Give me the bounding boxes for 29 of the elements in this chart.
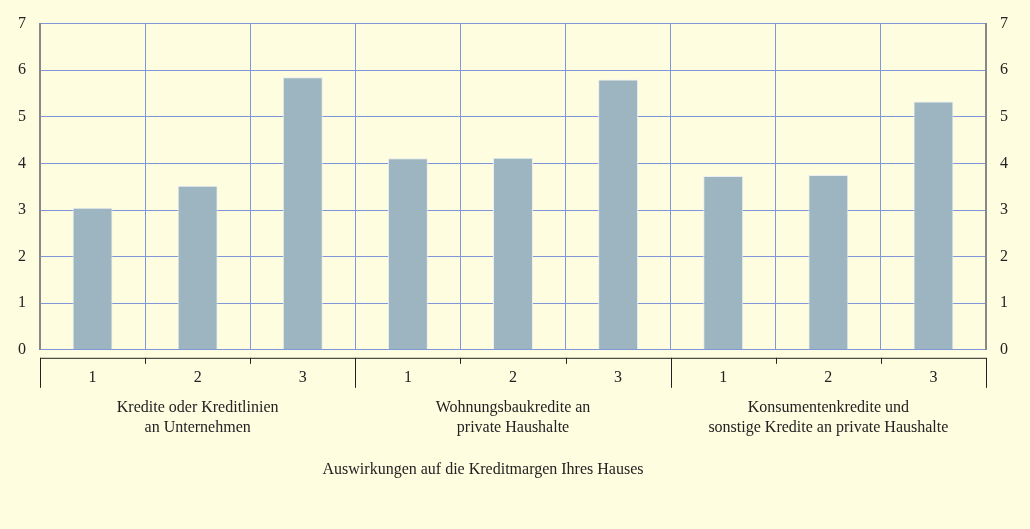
x-tick-label: 3: [298, 367, 307, 385]
y-tick-label: 5: [18, 107, 26, 124]
y2-tick-label: 2: [1000, 246, 1008, 264]
x-tick-label: 1: [88, 367, 97, 385]
y2-tick-label: 7: [1000, 13, 1008, 31]
x-tick-label: 2: [824, 367, 833, 385]
y-tick-label: 0: [18, 340, 26, 357]
y2-tick-label: 1: [1000, 293, 1008, 311]
x-tick-label: 1: [719, 367, 728, 385]
y-tick-label: 2: [18, 246, 26, 264]
y-tick-label: 3: [18, 200, 26, 218]
y2-tick-label: 5: [1000, 107, 1008, 124]
x-tick-label: 2: [509, 367, 517, 385]
y2-tick-label: 4: [1000, 153, 1008, 171]
y-tick-label: 7: [18, 13, 26, 31]
text: Konsumentenkredite und sonstige Kredite an private Haushalte: [708, 398, 949, 436]
y2-tick-label: 0: [1000, 340, 1008, 357]
x-tick-label: 3: [614, 367, 623, 385]
x-tick-label: 1: [403, 367, 412, 385]
y-tick-label: 6: [18, 60, 26, 78]
y-tick-label: 4: [18, 153, 26, 171]
y2-tick-label: 6: [1000, 60, 1008, 78]
x-axis-title: Auswirkungen auf die Kreditmargen Ihres Hauses: [322, 460, 644, 478]
x-tick-label: 2: [193, 367, 202, 385]
text: Kredite oder Kreditlinien an Unternehmen: [116, 398, 279, 435]
x-tick-label: 3: [929, 367, 938, 385]
y-tick-label: 1: [18, 293, 26, 311]
text: Wohnungsbaukredite an private Haushalte: [435, 398, 591, 436]
y2-tick-label: 3: [1000, 200, 1008, 218]
